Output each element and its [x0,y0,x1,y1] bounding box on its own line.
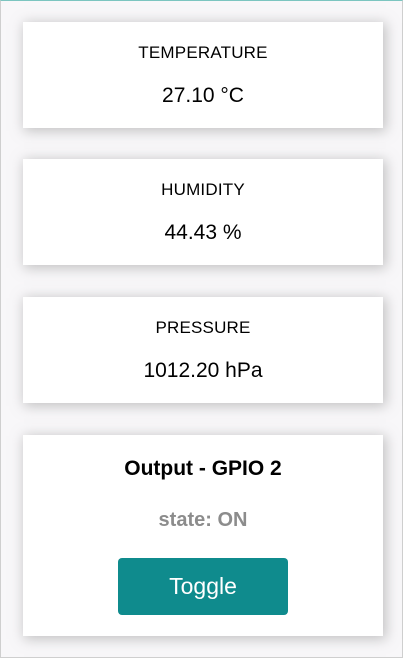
temperature-card: TEMPERATURE 27.10 °C [23,22,383,128]
humidity-card: HUMIDITY 44.43 % [23,159,383,265]
temperature-value: 27.10 °C [162,84,244,107]
pressure-value: 1012.20 hPa [143,359,263,382]
temperature-label: TEMPERATURE [138,43,268,62]
pressure-card: PRESSURE 1012.20 hPa [23,297,383,403]
humidity-value: 44.43 % [164,221,242,244]
humidity-label: HUMIDITY [161,180,245,199]
pressure-label: PRESSURE [155,318,251,337]
toggle-button[interactable]: Toggle [118,558,288,615]
output-state: state: ON [158,509,248,531]
output-card: Output - GPIO 2 state: ON Toggle [23,435,383,636]
output-title: Output - GPIO 2 [124,457,282,480]
